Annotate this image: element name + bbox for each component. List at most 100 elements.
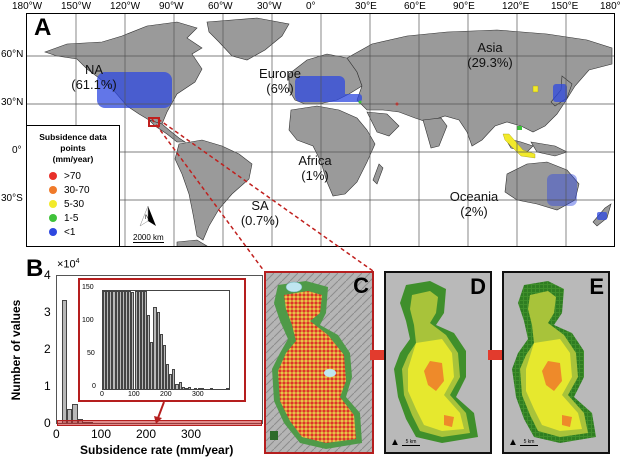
region-share: (6%) [266,81,294,96]
panel-letter-d: D [470,274,486,299]
inset-bar [169,373,173,389]
legend-items: >70 30-70 5-30 1-5 <1 [27,169,119,239]
inset-bar [184,387,189,389]
region-name: NA [84,62,104,77]
x-tick: 100 [91,427,112,441]
panel-c: C [264,271,374,454]
lat-label-30s: 30°S [1,193,23,204]
region-share: (29.3%) [467,55,513,70]
inset-bar [115,291,119,389]
legend-item: <1 [49,225,119,239]
inset-bar [181,387,185,389]
north-arrow: N [138,205,158,233]
lon-label: 120°W [110,1,141,12]
inset-bar [109,291,113,389]
legend-dot-icon [49,200,57,208]
legend-dot-icon [49,172,57,180]
legend-item: 5-30 [49,197,119,211]
inset-bar [175,383,179,389]
region-name: SA [251,198,269,213]
legend-label: 1-5 [64,212,79,224]
legend-title-line: points [60,143,86,153]
region-name: Oceania [449,189,499,204]
inset-bar [131,292,135,389]
inset-bar [128,291,132,389]
inset-bar [140,291,144,389]
y-tick: 1 [44,379,51,393]
subsidence-map-e [512,281,596,443]
legend-dot-icon [49,228,57,236]
legend-item: >70 [49,169,119,183]
lat-label-60n: 60°N [1,49,24,60]
region-label-oceania: Oceania (2%) [444,189,504,219]
histogram-bar [62,299,68,423]
region-label-africa: Africa (1%) [290,153,340,183]
inset-bar [200,388,204,389]
world-map [26,13,615,247]
inset-bar [210,388,214,389]
region-label-europe: Europe (6%) [250,66,310,96]
inset-y-tick: 0 [92,383,96,390]
inset-y-tick: 100 [82,317,94,324]
region-name: Africa [298,153,332,168]
y-multiplier: ×104 [57,258,80,271]
subsidence-map-d [394,281,478,443]
north-label: N [145,215,150,221]
region-share: (61.1%) [71,77,117,92]
legend-label: >70 [64,170,81,182]
inset-bar [178,381,182,389]
histogram-bar [67,409,73,423]
inset-bar [134,291,138,389]
y-tick: 3 [44,305,51,319]
y-tick: 2 [44,342,51,356]
inset-bar [197,388,201,389]
inset-bar [172,369,176,389]
lon-label: 60°E [404,1,426,12]
x-tick: 300 [181,427,202,441]
lon-label: 150°E [551,1,579,12]
panel-letter-a: A [34,14,52,41]
panel-letter-e: E [589,274,604,299]
legend-dot-icon [49,186,57,194]
inset-x-tick: 0 [100,391,104,398]
inset-bar [153,307,157,389]
inset-bar [121,291,126,389]
inset-bar [188,387,192,389]
x-tick: 0 [53,427,60,441]
region-label-asia: Asia (29.3%) [460,40,520,70]
inset-x-tick: 200 [160,391,172,398]
inset-y-tick: 50 [87,350,95,357]
map-legend: Subsidence data points (mm/year) >70 30-7… [26,125,120,247]
lon-label: 180° [600,1,621,12]
x-axis-label: Subsidence rate (mm/year) [80,443,234,457]
study-area-box [148,117,160,127]
inset-bar [150,341,154,389]
inset-bar [166,364,170,389]
legend-label: <1 [64,226,76,238]
inset-bar [137,291,141,389]
legend-title-line: (mm/year) [52,154,94,164]
panel-letter-c: C [353,273,369,298]
inset-bar [147,315,151,389]
region-name: Europe [259,66,301,81]
region-share: (1%) [301,168,329,183]
lat-label-0: 0° [12,145,22,156]
histogram-bar [72,403,78,423]
lon-label: 0° [306,1,316,12]
inset-bar [225,388,229,389]
inset-bar [162,344,166,389]
legend-label: 30-70 [64,184,90,196]
lon-label: 90°W [159,1,184,12]
lon-label: 60°W [208,1,233,12]
lon-label: 180°W [12,1,43,12]
legend-title-line: Subsidence data [39,132,107,142]
scale-bar-e: 5 km [520,439,538,446]
x-tick: 200 [136,427,157,441]
lon-label: 150°W [61,1,92,12]
inset-bar [156,311,160,389]
legend-dot-icon [49,214,57,222]
panel-e: E ▲ 5 km [502,271,610,454]
panel-letter-b: B [26,255,44,282]
region-label-sa: SA (0.7%) [235,198,285,228]
